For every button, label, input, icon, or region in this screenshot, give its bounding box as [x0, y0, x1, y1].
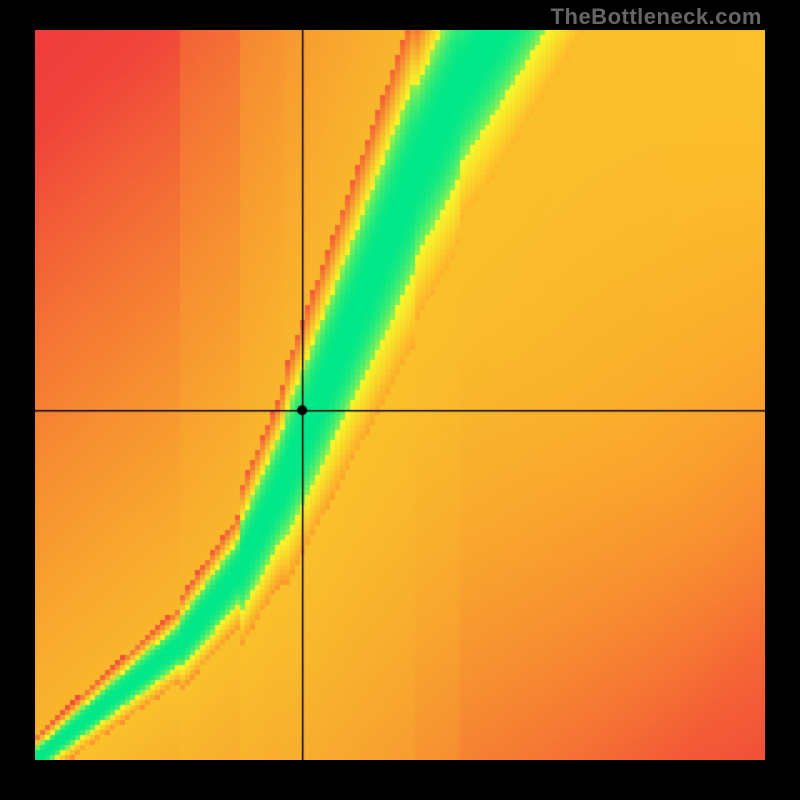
- watermark-text: TheBottleneck.com: [551, 4, 762, 30]
- bottleneck-heatmap: [35, 30, 765, 760]
- chart-container: { "watermark": "TheBottleneck.com", "can…: [0, 0, 800, 800]
